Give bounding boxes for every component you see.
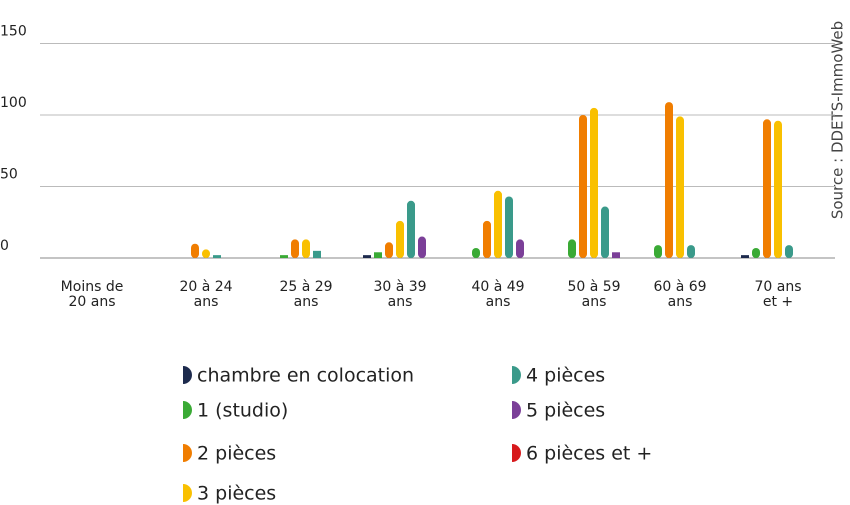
bar	[687, 245, 695, 258]
bar	[665, 102, 673, 258]
bar	[785, 245, 793, 258]
legend-swatch	[512, 366, 521, 384]
bar	[313, 250, 321, 258]
bar	[590, 107, 598, 258]
legend-swatch	[512, 401, 521, 419]
bar	[579, 115, 587, 258]
bar	[763, 119, 771, 258]
x-tick-label: 60 à 69 ans	[653, 279, 707, 310]
bar	[752, 247, 760, 258]
y-tick-label: 100	[0, 95, 27, 111]
legend-label: 4 pièces	[526, 365, 605, 387]
bar	[654, 245, 662, 258]
bar	[676, 116, 684, 259]
bar	[302, 239, 310, 258]
legend-label: 3 pièces	[197, 483, 276, 505]
bar	[741, 255, 749, 258]
x-tick-label: 20 à 24 ans	[179, 279, 233, 310]
bar	[601, 206, 609, 258]
legend-label: chambre en colocation	[197, 365, 414, 387]
bar	[774, 120, 782, 258]
bar	[516, 239, 524, 258]
x-tick-label: Moins de 20 ans	[60, 279, 124, 310]
legend-swatch	[183, 401, 192, 419]
bar	[213, 255, 221, 258]
bar	[407, 200, 415, 258]
bar	[505, 196, 513, 258]
legend-label: 6 pièces et +	[526, 443, 652, 465]
x-tick-label: 40 à 49 ans	[471, 279, 525, 310]
legend-swatch	[183, 366, 192, 384]
x-tick-label: 70 ans et +	[754, 279, 802, 310]
bar	[396, 220, 404, 258]
y-tick-label: 0	[0, 238, 9, 254]
bar	[472, 247, 480, 258]
x-tick-label: 30 à 39 ans	[373, 279, 427, 310]
legend-label: 1 (studio)	[197, 400, 288, 422]
legend-swatch	[183, 484, 192, 502]
y-tick-label: 50	[0, 167, 18, 183]
bar	[374, 252, 382, 258]
x-tick-label: 25 à 29 ans	[279, 279, 333, 310]
legend-swatch	[512, 444, 521, 462]
legend-swatch	[183, 444, 192, 462]
bar	[280, 255, 288, 258]
source: Source : DDETS-ImmoWeb	[829, 21, 847, 219]
bar	[191, 243, 199, 258]
bar	[385, 242, 393, 258]
bar	[202, 249, 210, 258]
bar	[612, 252, 620, 258]
legend-label: 5 pièces	[526, 400, 605, 422]
bar	[494, 190, 502, 258]
bar	[568, 239, 576, 258]
x-tick-label: 50 à 59 ans	[567, 279, 621, 310]
legend-label: 2 pièces	[197, 443, 276, 465]
bar	[418, 236, 426, 258]
bar	[363, 255, 371, 258]
bar	[291, 239, 299, 258]
bar	[483, 220, 491, 258]
y-tick-label: 150	[0, 24, 27, 40]
